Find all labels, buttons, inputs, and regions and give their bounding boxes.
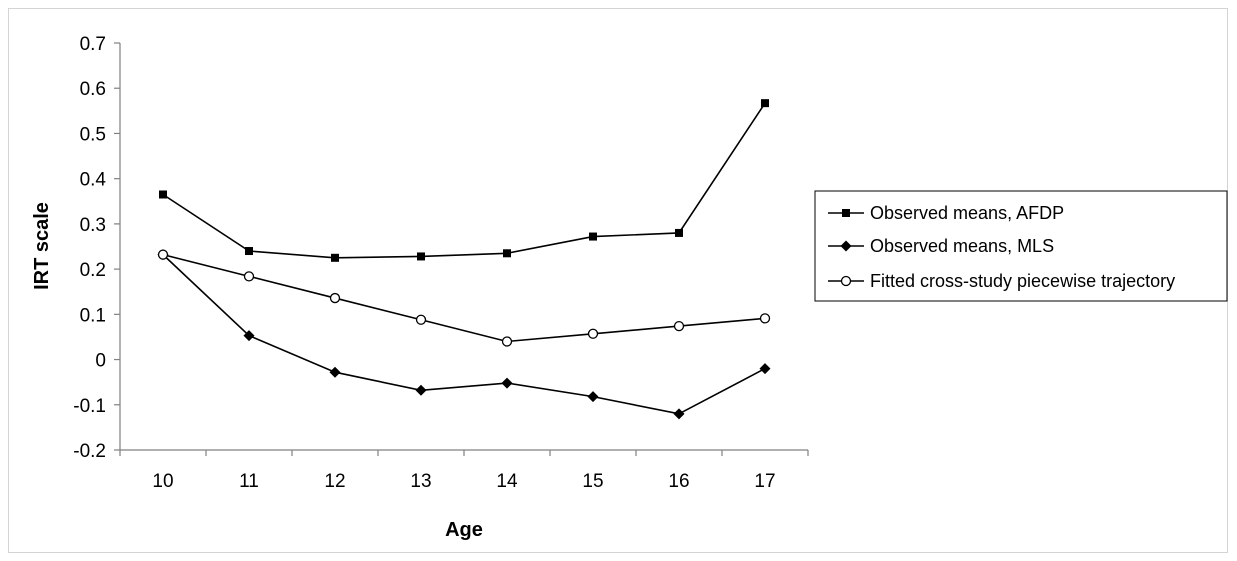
data-point <box>329 366 341 378</box>
legend-item: Observed means, MLS <box>828 236 1054 256</box>
legend-item: Fitted cross-study piecewise trajectory <box>828 271 1175 291</box>
data-point <box>673 320 685 332</box>
data-point <box>245 247 253 256</box>
x-tick-label: 15 <box>582 471 603 492</box>
data-point <box>503 249 511 258</box>
data-point <box>415 314 427 325</box>
data-point <box>759 313 771 324</box>
data-point <box>761 99 769 108</box>
data-point <box>417 252 425 261</box>
x-tick-label: 14 <box>496 471 518 492</box>
x-axis-title: Age <box>445 519 483 541</box>
data-point <box>329 292 341 304</box>
legend-label: Fitted cross-study piecewise trajectory <box>870 271 1175 291</box>
x-axis-ticks: 10 11 12 13 14 15 16 17 <box>119 450 809 492</box>
data-point <box>673 408 685 420</box>
data-point <box>587 391 599 403</box>
x-tick-label: 12 <box>324 471 345 492</box>
x-tick-label: 10 <box>152 471 173 492</box>
legend-marker <box>840 240 852 252</box>
data-point <box>243 330 255 342</box>
y-tick-label: 0 <box>95 351 106 372</box>
y-tick-label: 0.1 <box>80 305 106 326</box>
legend-label: Observed means, MLS <box>870 236 1054 256</box>
data-point <box>501 336 513 347</box>
y-tick-label: 0.4 <box>80 170 107 191</box>
y-tick-label: -0.2 <box>73 441 106 462</box>
x-tick-label: 11 <box>239 471 259 492</box>
data-point <box>587 328 599 339</box>
data-point <box>759 363 771 375</box>
series-layer <box>157 99 771 420</box>
legend-marker <box>840 275 852 287</box>
series-2 <box>157 249 771 420</box>
y-tick-label: 0.3 <box>80 215 106 236</box>
chart-axes <box>119 43 808 451</box>
y-tick-label: 0.5 <box>80 124 106 145</box>
legend-item: Observed means, AFDP <box>828 203 1064 223</box>
series-line <box>162 254 766 415</box>
data-point <box>675 228 683 237</box>
x-tick-label: 17 <box>754 471 775 492</box>
series-line <box>162 102 766 259</box>
legend-label: Observed means, AFDP <box>870 203 1064 223</box>
y-tick-label: 0.7 <box>80 34 106 55</box>
data-point <box>159 190 167 199</box>
data-point <box>415 384 427 396</box>
data-point <box>331 253 339 262</box>
data-point <box>501 377 513 389</box>
y-axis-title: IRT scale <box>31 202 53 290</box>
data-point <box>157 249 169 260</box>
y-tick-label: 0.6 <box>80 79 106 100</box>
x-tick-label: 16 <box>668 471 689 492</box>
series-line <box>162 253 766 343</box>
y-axis-ticks: -0.2 -0.1 0 0.1 0.2 0.3 0.4 0.5 0.6 0.7 <box>73 34 120 462</box>
legend-box <box>814 190 1228 302</box>
chart-legend: Observed means, AFDP Observed means, MLS F… <box>814 190 1228 302</box>
y-tick-label: 0.2 <box>80 260 106 281</box>
data-point <box>589 232 597 241</box>
x-tick-label: 13 <box>410 471 431 492</box>
data-point <box>243 271 255 282</box>
series-1 <box>159 99 769 262</box>
y-tick-label: -0.1 <box>73 396 106 417</box>
series-3 <box>157 249 771 347</box>
legend-marker <box>842 209 850 217</box>
